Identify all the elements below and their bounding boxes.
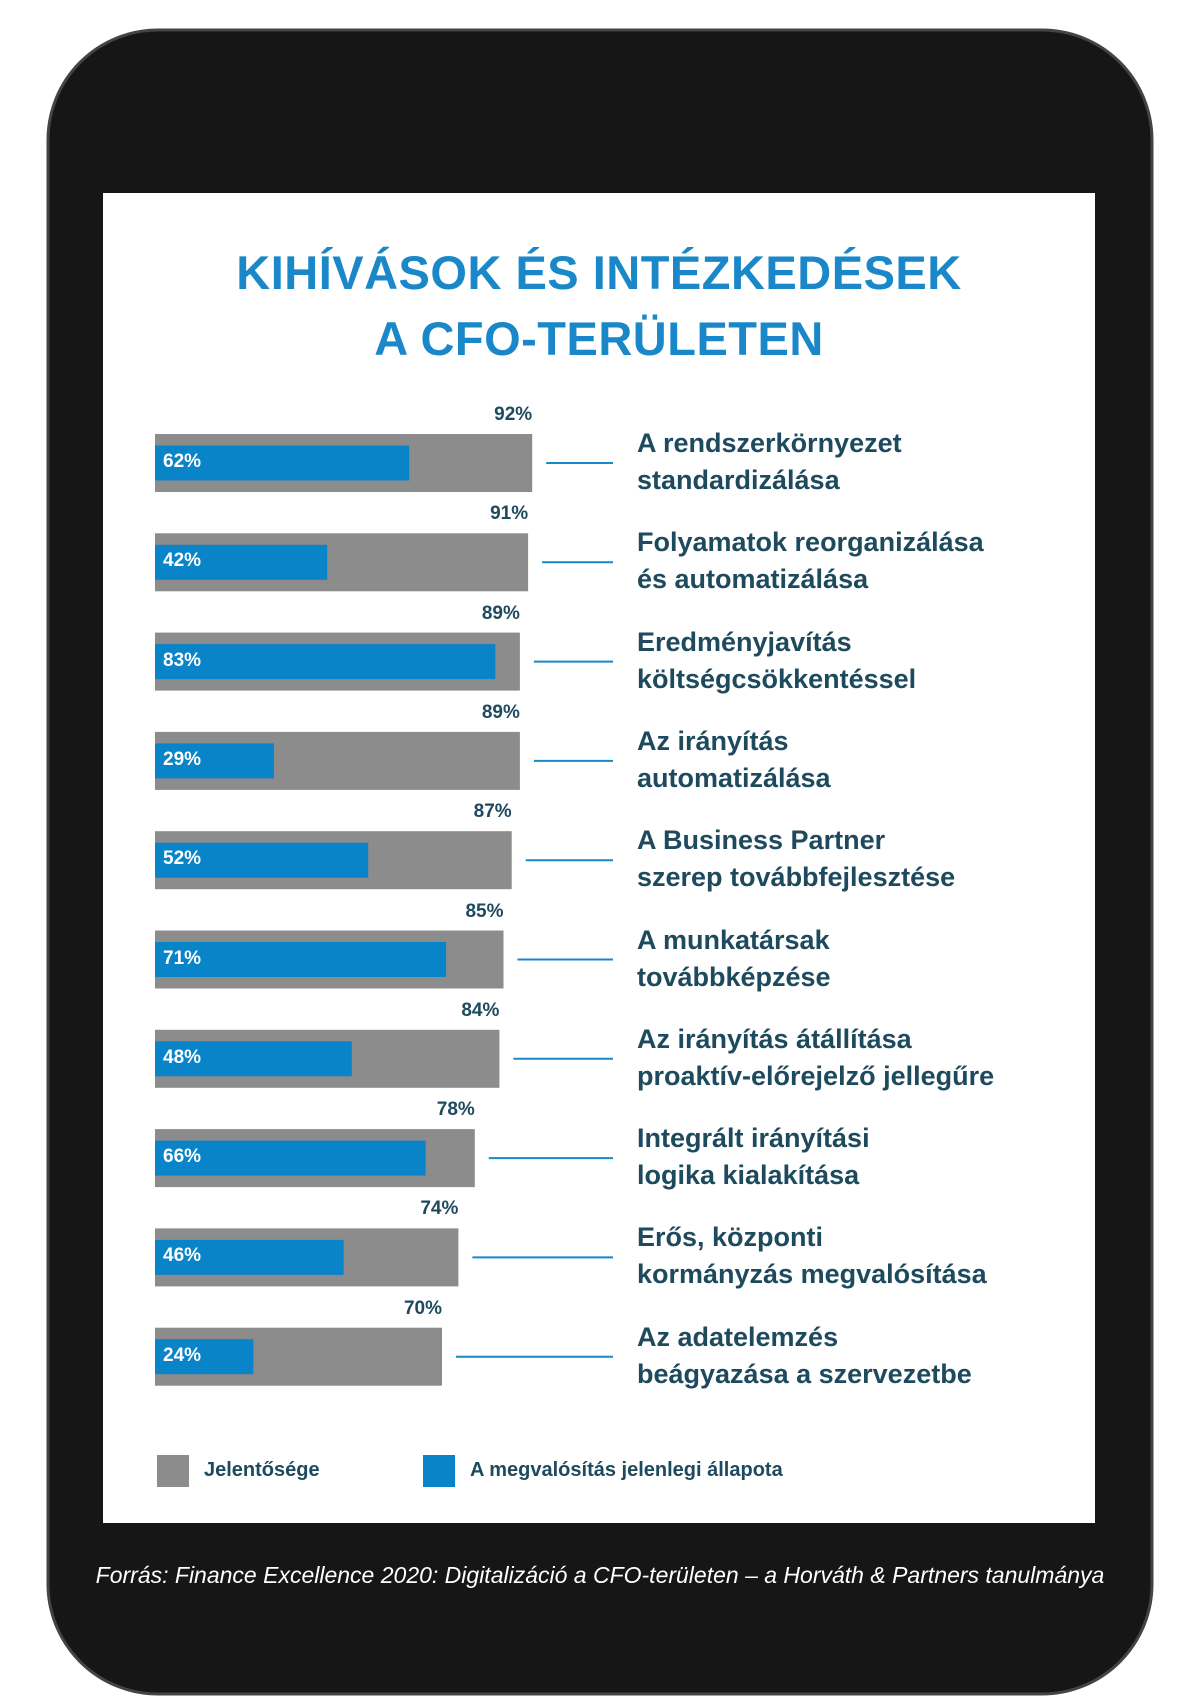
value-label: 74% <box>420 1198 459 1220</box>
bar-status <box>155 1239 344 1275</box>
bar-status <box>155 544 328 580</box>
bar-status <box>155 1041 352 1077</box>
value-label: 78% <box>436 1099 475 1121</box>
bar-status <box>155 743 274 779</box>
value-label: 42% <box>163 550 202 572</box>
value-label: 62% <box>163 451 202 472</box>
value-label: 71% <box>163 947 202 969</box>
category-label: Integrált irányítási logika kialakítása <box>637 1123 870 1191</box>
value-label: 89% <box>481 701 520 723</box>
value-label: 91% <box>490 503 529 525</box>
category-label: Az irányítás automatizálása <box>637 725 831 793</box>
source-note: Forrás: Finance Excellence 2020: Digital… <box>95 1562 1105 1588</box>
value-label: 46% <box>163 1245 202 1267</box>
bar-status <box>155 1140 426 1176</box>
category-label: Az irányítás átállítása proaktív-előreje… <box>637 1023 995 1091</box>
bar-status <box>155 644 496 680</box>
value-label: 66% <box>163 1146 202 1168</box>
value-label: 24% <box>163 1344 202 1366</box>
value-label: 52% <box>163 848 202 870</box>
value-label: 85% <box>465 900 504 922</box>
category-label: A Business Partner szerep továbbfejleszt… <box>637 825 956 893</box>
value-label: 87% <box>473 801 512 823</box>
bar-status <box>155 942 447 977</box>
bar-status <box>155 445 410 481</box>
value-label: 92% <box>494 404 533 425</box>
value-label: 84% <box>461 999 500 1021</box>
value-label: 70% <box>403 1297 442 1319</box>
value-label: 48% <box>163 1046 202 1068</box>
legend-label: A megvalósítás jelenlegi állapota <box>470 1459 783 1481</box>
value-label: 89% <box>481 602 520 624</box>
value-label: 29% <box>163 748 202 770</box>
category-label: Folyamatok reorganizálása és automatizál… <box>637 527 984 595</box>
bar-status <box>155 842 369 878</box>
bar-status <box>155 1339 254 1375</box>
category-label: Az adatelemzés beágyazása a szervezetbe <box>637 1321 972 1389</box>
chart-title: KIHÍVÁSOK ÉS INTÉZKEDÉSEK A CFO-TERÜLETE… <box>236 246 962 365</box>
category-label: Eredményjavítás költségcsökkentéssel <box>637 626 917 694</box>
value-label: 83% <box>163 649 202 671</box>
category-label: Erős, központi kormányzás megvalósítása <box>637 1222 987 1290</box>
category-label: A rendszerkörnyezet standardizálása <box>637 428 902 495</box>
legend-swatch <box>423 1455 455 1487</box>
legend-swatch <box>157 1455 189 1487</box>
legend-label: Jelentősége <box>204 1459 320 1481</box>
category-label: A munkatársak továbbképzése <box>637 924 831 992</box>
